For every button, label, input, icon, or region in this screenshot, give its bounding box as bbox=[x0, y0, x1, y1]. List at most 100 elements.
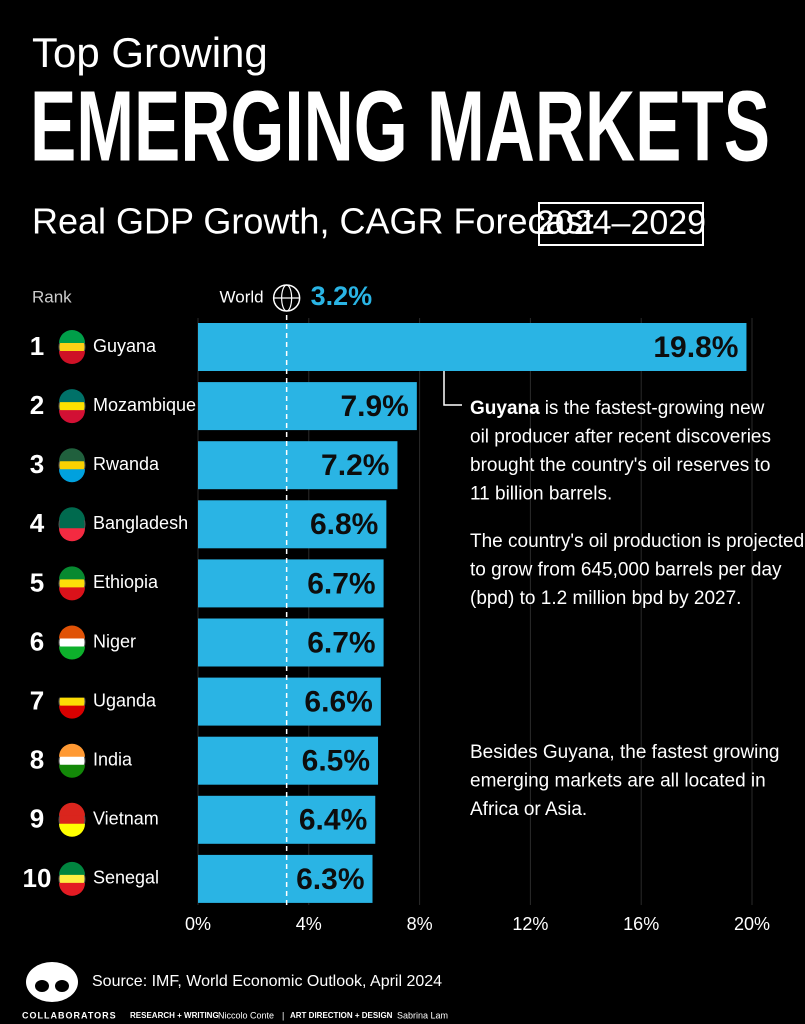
subtitle: Real GDP Growth, CAGR Forecast bbox=[32, 201, 594, 242]
annotation-line: Guyana is the fastest-growing new bbox=[470, 398, 765, 419]
flag-band bbox=[59, 705, 85, 719]
flag-band bbox=[59, 351, 85, 364]
flag bbox=[58, 566, 86, 601]
category-label: Rwanda bbox=[93, 454, 160, 474]
x-tick-label: 20% bbox=[734, 914, 770, 934]
category-label: Bangladesh bbox=[93, 513, 188, 533]
annotation-line: emerging markets are all located in bbox=[470, 771, 766, 792]
rank: 1 bbox=[30, 331, 44, 361]
rank: 2 bbox=[30, 390, 44, 420]
brand: COLLABORATORS bbox=[22, 1010, 117, 1020]
flag-band bbox=[59, 802, 85, 816]
bar bbox=[198, 382, 417, 431]
value-label: 6.8% bbox=[310, 508, 378, 541]
category-label: Niger bbox=[93, 631, 136, 651]
rank: 3 bbox=[30, 449, 44, 479]
value-label: 7.2% bbox=[321, 449, 389, 482]
rank: 7 bbox=[30, 685, 44, 715]
annotation-line: Besides Guyana, the fastest growing bbox=[470, 742, 779, 763]
value-label: 6.6% bbox=[304, 686, 372, 719]
flag-band bbox=[59, 507, 85, 521]
annotation-line: The country's oil production is projecte… bbox=[470, 531, 804, 552]
rank: 6 bbox=[30, 626, 44, 656]
credit-separator: | bbox=[282, 1010, 284, 1020]
annotation-line: 11 billion barrels. bbox=[470, 484, 612, 505]
flag-band bbox=[59, 764, 85, 778]
flag-band bbox=[59, 330, 85, 343]
value-label: 19.8% bbox=[653, 331, 738, 364]
x-tick-label: 16% bbox=[623, 914, 659, 934]
flag-band bbox=[59, 566, 85, 580]
logo bbox=[26, 962, 78, 1002]
flag-band bbox=[59, 646, 85, 660]
credit-name: Sabrina Lam bbox=[397, 1010, 448, 1020]
flag-band bbox=[59, 389, 85, 403]
flag-band bbox=[59, 882, 85, 896]
credit-label: ART DIRECTION + DESIGN bbox=[290, 1011, 393, 1020]
flag-band bbox=[59, 861, 85, 875]
reference-label: 3.2% bbox=[311, 281, 373, 311]
headline: EMERGING MARKETS bbox=[30, 70, 770, 182]
flag bbox=[58, 802, 86, 837]
flag bbox=[58, 861, 86, 896]
callout-line bbox=[443, 370, 462, 406]
rank: 4 bbox=[30, 508, 45, 538]
rank: 5 bbox=[30, 567, 44, 597]
x-tick-label: 4% bbox=[296, 914, 322, 934]
annotation-line: to grow from 645,000 barrels per day bbox=[470, 560, 782, 581]
flag-band bbox=[59, 410, 85, 424]
credit-label: RESEARCH + WRITING bbox=[130, 1011, 219, 1020]
bar bbox=[198, 677, 381, 726]
annotation-line: oil producer after recent discoveries bbox=[470, 427, 771, 448]
bar bbox=[198, 618, 384, 667]
flag bbox=[58, 684, 86, 719]
value-label: 6.3% bbox=[296, 863, 364, 896]
annotation-text: is the fastest-growing new bbox=[545, 398, 765, 419]
annotation-bold: Guyana bbox=[470, 398, 540, 419]
flag-band bbox=[59, 469, 85, 483]
period-box bbox=[538, 202, 704, 246]
flag-band bbox=[59, 528, 85, 542]
x-tick-label: 12% bbox=[512, 914, 548, 934]
bar bbox=[198, 559, 384, 608]
bar bbox=[198, 441, 398, 490]
flag bbox=[58, 507, 86, 542]
flag bbox=[58, 389, 86, 424]
globe-icon bbox=[272, 284, 301, 312]
bar bbox=[198, 736, 379, 785]
category-label: Guyana bbox=[93, 336, 157, 356]
category-label: Mozambique bbox=[93, 395, 196, 415]
value-label: 6.5% bbox=[302, 745, 370, 778]
rank: 10 bbox=[23, 863, 52, 893]
x-tick-label: 0% bbox=[185, 914, 211, 934]
period: 2024–2029 bbox=[536, 204, 706, 242]
rank: 8 bbox=[30, 745, 44, 775]
value-label: 6.7% bbox=[307, 626, 375, 659]
category-label: India bbox=[93, 749, 133, 769]
flag bbox=[58, 448, 86, 483]
flag bbox=[58, 625, 86, 660]
flag-band bbox=[59, 448, 85, 462]
x-tick-label: 8% bbox=[407, 914, 433, 934]
source: Source: IMF, World Economic Outlook, Apr… bbox=[92, 973, 442, 990]
flag bbox=[58, 743, 86, 778]
value-label: 7.9% bbox=[340, 390, 408, 423]
flag-band bbox=[59, 625, 85, 639]
category-label: Senegal bbox=[93, 868, 159, 888]
rank-label: Rank bbox=[32, 287, 72, 306]
value-label: 6.4% bbox=[299, 804, 367, 837]
category-label: Uganda bbox=[93, 690, 157, 710]
category-label: Vietnam bbox=[93, 809, 159, 829]
rank: 9 bbox=[30, 804, 44, 834]
bar bbox=[198, 854, 373, 903]
bar bbox=[198, 323, 747, 371]
flag-band bbox=[59, 743, 85, 757]
reference-name: World bbox=[220, 287, 264, 306]
flag-band bbox=[59, 823, 85, 837]
annotation-line: brought the country's oil reserves to bbox=[470, 455, 770, 476]
flag bbox=[58, 330, 86, 364]
value-label: 6.7% bbox=[307, 567, 375, 600]
credit-name: Niccolo Conte bbox=[218, 1010, 274, 1020]
